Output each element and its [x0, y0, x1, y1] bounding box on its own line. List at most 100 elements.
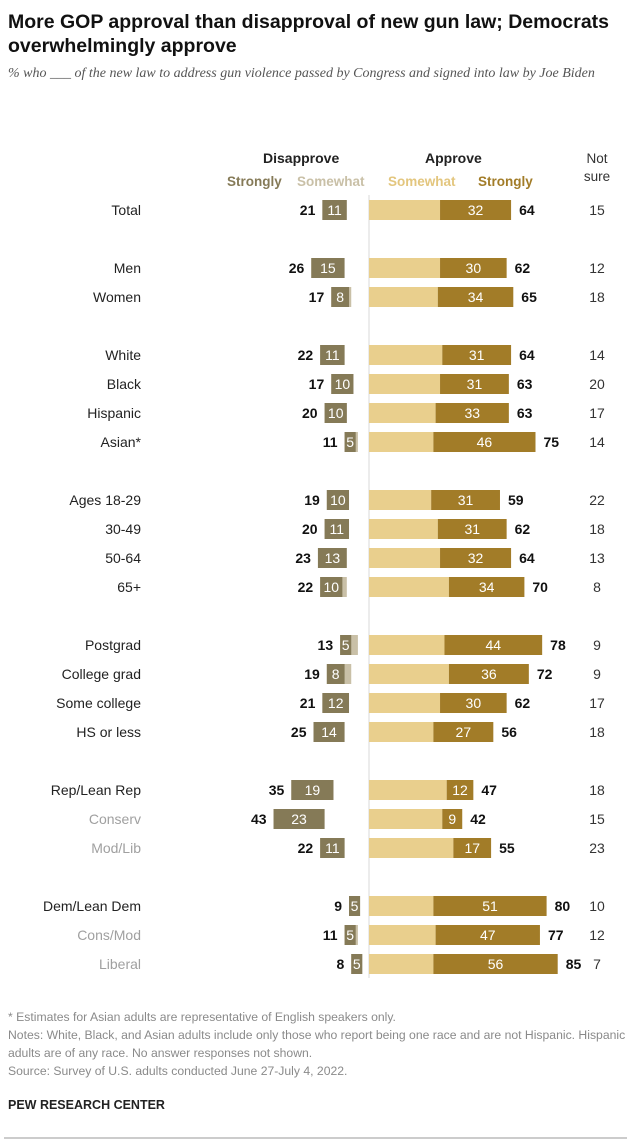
label-approve-total: 42 [470, 811, 486, 827]
label-not-sure: 18 [589, 289, 605, 305]
bar-approve-somewhat [369, 432, 434, 452]
label-approve-total: 63 [517, 405, 533, 421]
label-not-sure: 17 [589, 405, 605, 421]
row-label: 30-49 [105, 521, 141, 537]
label-not-sure: 22 [589, 492, 605, 508]
label-disapprove-total: 13 [318, 637, 334, 653]
bar-approve-somewhat [369, 838, 454, 858]
label-not-sure: 13 [589, 550, 605, 566]
label-disapprove-total: 17 [309, 289, 325, 305]
label-approve-strongly: 34 [479, 579, 495, 595]
label-approve-total: 64 [519, 550, 535, 566]
footnotes: * Estimates for Asian adults are represe… [8, 1008, 628, 1080]
bar-approve-strongly [442, 345, 512, 365]
label-approve-strongly: 30 [466, 695, 482, 711]
bar-disapprove-strongly [313, 722, 345, 742]
bar-disapprove-strongly [344, 432, 356, 452]
footnote-source: Source: Survey of U.S. adults conducted … [8, 1064, 348, 1078]
label-not-sure: 18 [589, 521, 605, 537]
bar-disapprove-strongly [331, 374, 354, 394]
label-disapprove-strongly: 11 [325, 347, 340, 363]
bar-approve-somewhat [369, 577, 449, 597]
bar-disapprove-strongly [320, 345, 345, 365]
bar-approve-strongly [440, 258, 507, 278]
label-disapprove-strongly: 15 [320, 260, 336, 276]
bar-disapprove-strongly [324, 403, 347, 423]
bar-approve-somewhat [369, 345, 443, 365]
label-disapprove-strongly: 10 [335, 376, 351, 392]
row-label: Hispanic [87, 405, 141, 421]
row-label: Postgrad [85, 637, 141, 653]
bar-approve-somewhat [369, 954, 434, 974]
bar-disapprove-strongly [320, 577, 343, 597]
header-disapprove: Disapprove [263, 150, 340, 166]
label-disapprove-total: 35 [269, 782, 285, 798]
label-disapprove-total: 8 [336, 956, 344, 972]
label-disapprove-strongly: 10 [330, 492, 346, 508]
header-not-sure: Not sure [583, 151, 611, 184]
label-approve-total: 62 [515, 695, 531, 711]
label-approve-total: 64 [519, 347, 535, 363]
label-disapprove-total: 25 [291, 724, 307, 740]
row-label: White [105, 347, 141, 363]
bar-approve-strongly [453, 838, 492, 858]
label-disapprove-strongly: 23 [291, 811, 307, 827]
label-approve-total: 77 [548, 927, 564, 943]
label-approve-total: 59 [508, 492, 524, 508]
header-approve-strongly: Strongly [478, 174, 533, 189]
row-label: Some college [56, 695, 141, 711]
label-disapprove-total: 19 [304, 666, 320, 682]
bar-approve-strongly [444, 635, 543, 655]
label-disapprove-total: 11 [323, 434, 338, 450]
row-label: Asian* [101, 434, 142, 450]
label-disapprove-total: 17 [309, 376, 325, 392]
label-approve-strongly: 31 [467, 376, 483, 392]
bar-approve-somewhat [369, 925, 436, 945]
label-disapprove-strongly: 5 [353, 956, 361, 972]
label-disapprove-strongly: 11 [330, 521, 345, 537]
label-approve-strongly: 31 [458, 492, 474, 508]
label-approve-strongly: 31 [464, 521, 480, 537]
header-disapprove-strongly: Strongly [227, 174, 282, 189]
label-disapprove-strongly: 5 [351, 898, 359, 914]
label-disapprove-total: 11 [323, 927, 338, 943]
bar-approve-somewhat [369, 722, 434, 742]
bar-approve-somewhat [369, 635, 445, 655]
label-approve-total: 64 [519, 202, 535, 218]
bar-disapprove-strongly [331, 287, 350, 307]
bar-disapprove-strongly [291, 780, 334, 800]
label-disapprove-strongly: 13 [325, 550, 341, 566]
bar-approve-strongly [433, 896, 547, 916]
label-disapprove-total: 9 [334, 898, 342, 914]
header-disapprove-somewhat: Somewhat [297, 174, 365, 189]
label-disapprove-total: 22 [298, 347, 314, 363]
bar-approve-somewhat [369, 200, 441, 220]
label-disapprove-strongly: 11 [325, 840, 340, 856]
row-label: Cons/Mod [77, 927, 141, 943]
row-label: Rep/Lean Rep [51, 782, 142, 798]
bar-approve-somewhat [369, 664, 449, 684]
chart-title: More GOP approval than disapproval of ne… [8, 11, 610, 57]
bar-approve-somewhat [369, 403, 436, 423]
chart-subtitle: % who ___ of the new law to address gun … [8, 66, 595, 81]
bar-approve-somewhat [369, 548, 441, 568]
bar-disapprove-strongly [317, 548, 347, 568]
row-label: Liberal [99, 956, 141, 972]
label-disapprove-strongly: 8 [336, 289, 344, 305]
label-approve-total: 62 [515, 521, 531, 537]
label-approve-total: 78 [550, 637, 566, 653]
label-approve-strongly: 51 [482, 898, 498, 914]
diverging-bar-chart: Total 11 32 21 64 15 Men 15 30 26 62 12 Women 8 34 17 65… [43, 195, 605, 978]
bar-approve-strongly [440, 374, 509, 394]
label-disapprove-total: 21 [300, 695, 316, 711]
label-disapprove-total: 21 [300, 202, 316, 218]
label-not-sure: 20 [589, 376, 605, 392]
bar-disapprove-strongly [322, 200, 347, 220]
label-not-sure: 8 [593, 579, 601, 595]
row-label: Men [114, 260, 141, 276]
bar-approve-somewhat [369, 374, 441, 394]
bar-approve-strongly [437, 519, 507, 539]
row-label: Women [93, 289, 141, 305]
bar-disapprove-strongly [326, 490, 350, 510]
bar-approve-strongly [433, 954, 558, 974]
